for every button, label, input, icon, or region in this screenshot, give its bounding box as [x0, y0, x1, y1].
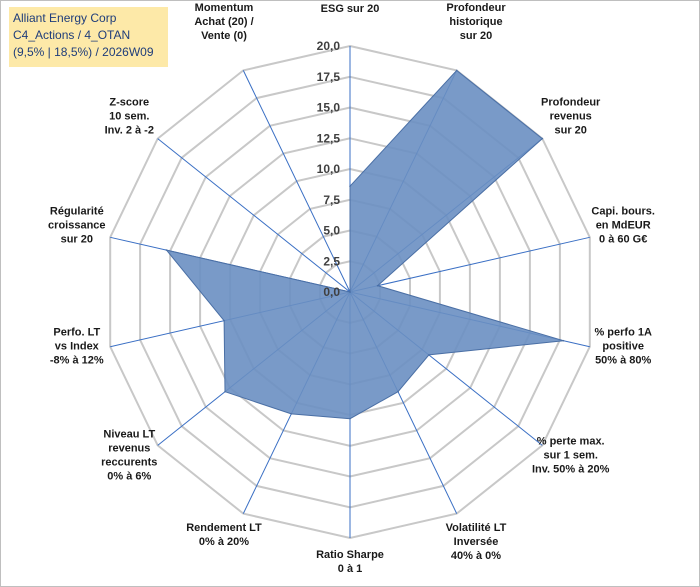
data-point-note-esg	[349, 185, 351, 187]
radar-tick-labels: 0,0 2,5 5,0 7,5 10,0 12,5 15,0 17,5 20,0	[317, 39, 341, 299]
category-label-note-esg: NoteESG sur 20	[321, 0, 380, 15]
tick-label-0: 0,0	[323, 285, 340, 299]
axis-z-score	[157, 138, 351, 293]
category-label-perte-max: % perte max. sur 1 sem. Inv. 50% à 20%	[532, 436, 610, 476]
category-label-profondeur-revenus: Profondeur revenus sur 20	[541, 96, 601, 136]
data-point-capi-bours	[376, 284, 379, 287]
category-label-profondeur-historique: Profondeur historique sur 20	[446, 2, 506, 42]
data-point-rendement-lt	[290, 413, 293, 415]
data-point-perfo-lt	[223, 319, 225, 322]
data-point-profondeur-historique	[455, 69, 458, 72]
axis-momentum	[242, 70, 351, 293]
category-label-perfo-lt: Perfo. LT vs Index -8% à 12%	[50, 327, 104, 367]
data-point-regularite	[165, 249, 168, 251]
axis-capi-bours	[349, 236, 590, 293]
tick-label-1: 2,5	[323, 254, 340, 268]
category-label-z-score: Z-score 10 sem. Inv. 2 à -2	[105, 96, 154, 136]
data-point-perfo-1a	[562, 339, 565, 342]
category-label-perfo-1a: % perfo 1A positive 50% à 80%	[594, 327, 652, 367]
chart-title: Alliant Energy Corp	[13, 11, 117, 25]
data-point-ratio-sharpe	[349, 417, 351, 420]
category-label-rendement-lt: Rendement LT 0% à 20%	[186, 522, 262, 548]
chart-subtitle: C4_Actions / 4_OTAN	[13, 28, 131, 42]
category-label-momentum: Momentum Achat (20) / Vente (0)	[194, 2, 253, 42]
category-label-capi-bours: Capi. bours. en MdEUR 0 à 60 G€	[591, 206, 655, 246]
data-point-profondeur-revenus	[541, 137, 544, 140]
tick-label-7: 17,5	[317, 70, 341, 84]
tick-label-3: 7,5	[323, 193, 340, 207]
category-label-niveau-lt: Niveau LT revenus reccurents 0% à 6%	[101, 429, 157, 483]
tick-label-6: 15,0	[317, 101, 341, 115]
data-point-momentum	[349, 291, 351, 293]
tick-label-8: 20,0	[317, 39, 341, 53]
category-label-volatilite: Volatilité LT Inversée 40% à 0%	[446, 522, 507, 562]
data-point-perte-max	[428, 354, 430, 356]
series-area-0	[165, 69, 564, 420]
radar-series	[165, 69, 565, 420]
tick-label-2: 5,0	[323, 224, 340, 238]
data-point-niveau-lt	[224, 390, 226, 393]
category-label-regularite: Régularité croissance sur 20	[48, 206, 105, 246]
category-label-ratio-sharpe: Ratio Sharpe 0 à 1	[316, 549, 384, 575]
tick-label-4: 10,0	[317, 162, 341, 176]
chart-range-week: (9,5% | 18,5%) / 2026W09	[13, 45, 154, 59]
chart-title-box: Alliant Energy Corp C4_Actions / 4_OTAN …	[9, 7, 168, 67]
data-point-volatilite	[397, 390, 399, 393]
tick-label-5: 12,5	[317, 131, 341, 145]
